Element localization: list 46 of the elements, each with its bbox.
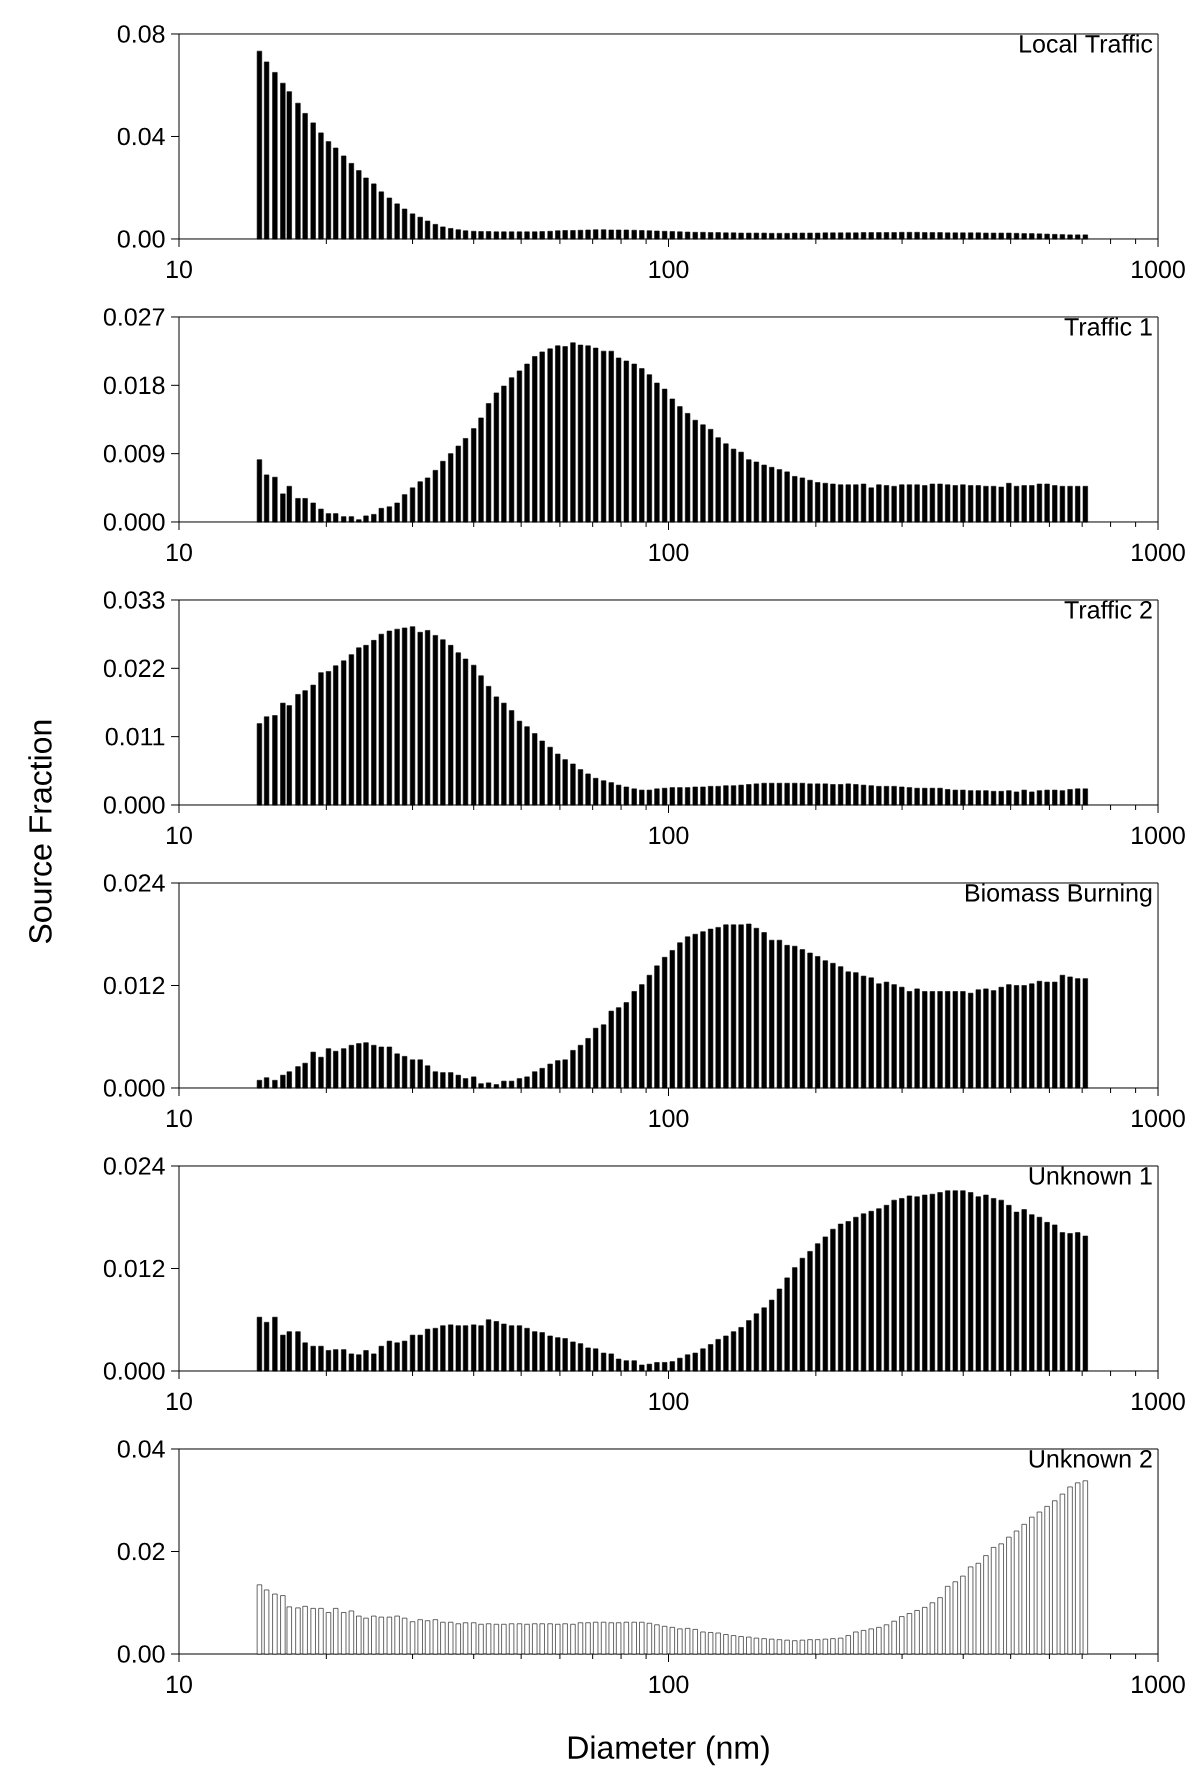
y-tick-label: 0.00 [117,1645,165,1663]
chart-title: Traffic 1 [1064,317,1152,336]
x-tick-label: 100 [649,1392,689,1411]
y-tick-label: 0.033 [103,591,165,609]
x-tick-label: 100 [649,1109,689,1128]
y-tick-label: 0.04 [117,127,165,146]
x-tick-label: 1000 [1132,1675,1185,1694]
y-axis-title: Source Fraction [28,720,52,944]
x-tick-label: 10 [167,543,192,562]
x-tick-label: 10 [167,826,192,845]
y-tick-label: 0.04 [117,1440,165,1458]
x-tick-label: 10 [167,260,192,279]
y-tick-label: 0.022 [103,659,165,678]
y-tick-label: 0.00 [117,230,165,248]
y-tick-label: 0.000 [103,1362,165,1380]
x-axis-title: Diameter (nm) [568,1735,769,1766]
x-tick-label: 100 [649,826,689,845]
y-tick-label: 0.012 [103,1259,165,1278]
x-tick-label: 1000 [1132,260,1185,279]
y-tick-label: 0.000 [103,796,165,814]
chart-title: Biomass Burning [965,883,1152,907]
y-tick-label: 0.000 [103,1079,165,1097]
x-tick-label: 1000 [1132,1109,1185,1128]
chart-title: Local Traffic [1020,34,1153,53]
chart-title: Unknown 1 [1029,1166,1152,1185]
x-tick-label: 10 [167,1675,192,1694]
y-tick-label: 0.024 [103,1157,165,1175]
x-tick-label: 100 [649,1675,689,1694]
x-tick-label: 100 [649,260,689,279]
y-tick-label: 0.02 [117,1542,165,1561]
x-tick-label: 100 [649,543,689,562]
y-tick-label: 0.027 [103,308,165,326]
y-tick-label: 0.024 [103,874,165,892]
y-tick-label: 0.009 [103,444,165,463]
y-tick-label: 0.018 [103,376,165,395]
x-tick-label: 1000 [1132,826,1185,845]
x-tick-label: 1000 [1132,1392,1185,1411]
y-tick-label: 0.08 [117,25,165,43]
x-tick-label: 1000 [1132,543,1185,562]
y-tick-label: 0.011 [105,727,165,746]
y-tick-label: 0.012 [103,976,165,995]
x-tick-label: 10 [167,1392,192,1411]
chart-title: Unknown 2 [1029,1449,1152,1468]
y-tick-label: 0.000 [103,513,165,531]
x-tick-label: 10 [167,1109,192,1128]
chart-title: Traffic 2 [1064,600,1152,619]
